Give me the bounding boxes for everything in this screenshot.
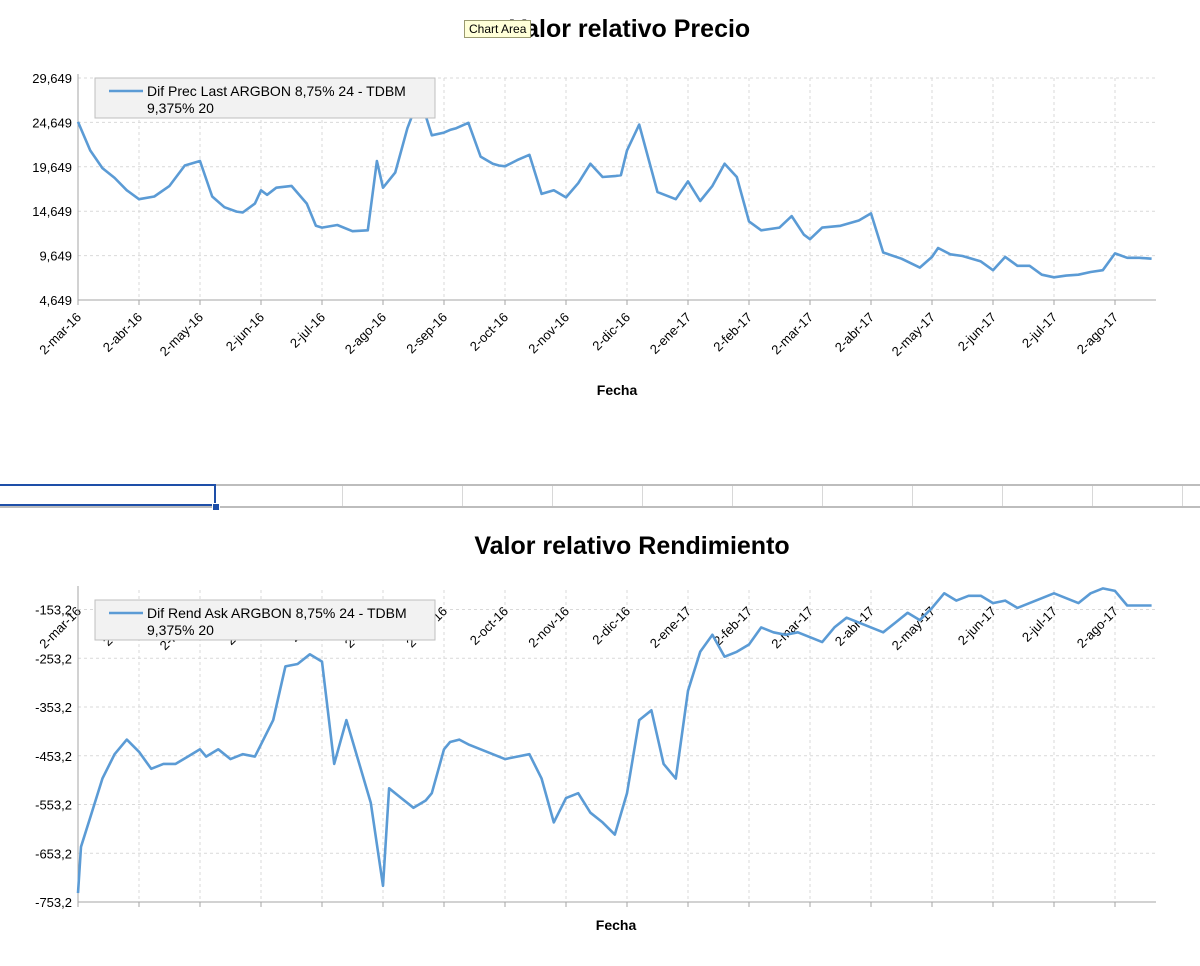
y-tick-label: -753,2 bbox=[35, 895, 72, 910]
sheet-cell-border bbox=[732, 486, 733, 506]
sheet-cell-border bbox=[642, 486, 643, 506]
y-tick-label: 24,649 bbox=[32, 115, 72, 130]
legend-box bbox=[94, 77, 436, 119]
legend[interactable]: Dif Rend Ask ARGBON 8,75% 24 - TDBM9,375… bbox=[94, 599, 436, 641]
x-axis-title: Fecha bbox=[597, 382, 638, 398]
sheet-cell-border bbox=[822, 486, 823, 506]
spreadsheet-row-separator bbox=[0, 484, 1200, 511]
sheet-cell-border bbox=[912, 486, 913, 506]
legend-entry-line1: Dif Rend Ask ARGBON 8,75% 24 - TDBM bbox=[147, 605, 407, 621]
precio-series-line[interactable] bbox=[76, 94, 1152, 279]
x-tick-label: 2-oct-16 bbox=[467, 604, 511, 648]
chart-area-tooltip: Chart Area bbox=[464, 20, 532, 38]
x-tick-label: 2-jul-16 bbox=[287, 310, 328, 351]
y-tick-label: -253,2 bbox=[35, 651, 72, 666]
y-tick-label: -353,2 bbox=[35, 700, 72, 715]
x-tick-label: 2-sep-16 bbox=[403, 310, 450, 357]
x-tick-label: 2-abr-17 bbox=[832, 310, 877, 355]
rendimiento-series-line[interactable] bbox=[76, 587, 1152, 894]
y-tick-label: 29,649 bbox=[32, 71, 72, 86]
x-tick-label: 2-nov-16 bbox=[525, 604, 572, 651]
y-tick-label: 4,649 bbox=[39, 293, 72, 308]
x-tick-label: 2-ene-17 bbox=[647, 310, 694, 357]
sheet-cell-border bbox=[342, 486, 343, 506]
sheet-cell-border bbox=[1092, 486, 1093, 506]
legend-entry-line1: Dif Prec Last ARGBON 8,75% 24 - TDBM bbox=[147, 83, 406, 99]
x-tick-label: 2-may-16 bbox=[157, 310, 206, 359]
x-tick-label: 2-mar-16 bbox=[36, 310, 84, 358]
x-tick-label: 2-may-17 bbox=[889, 310, 938, 359]
y-tick-label: -453,2 bbox=[35, 749, 72, 764]
x-tick-label: 2-jun-17 bbox=[955, 310, 999, 354]
rendimiento-chart[interactable]: Valor relativo Rendimiento -153,2 -253,2 -3… bbox=[0, 512, 1200, 966]
precio-chart[interactable]: Valor relativo Precio 29,649 24,649 19,649 1… bbox=[0, 0, 1200, 480]
x-tick-label: 2-jun-17 bbox=[955, 604, 999, 648]
y-tick-label: -653,2 bbox=[35, 846, 72, 861]
x-tick-label: 2-feb-17 bbox=[710, 310, 755, 355]
selected-cell[interactable] bbox=[0, 484, 216, 506]
fill-handle[interactable] bbox=[212, 503, 220, 511]
x-axis-title: Fecha bbox=[596, 917, 637, 933]
x-tick-label: 2-mar-17 bbox=[768, 310, 816, 358]
x-tick-label: 2-jul-17 bbox=[1019, 310, 1060, 351]
chart-title: Valor relativo Rendimiento bbox=[474, 532, 789, 560]
x-tick-label: 2-oct-16 bbox=[467, 310, 511, 354]
x-tick-label: 2-ago-17 bbox=[1074, 604, 1121, 651]
x-tick-label: 2-ago-16 bbox=[342, 310, 389, 357]
x-tick-label: 2-ene-17 bbox=[647, 604, 694, 651]
y-tick-label: -553,2 bbox=[35, 798, 72, 813]
sheet-cell-border bbox=[1002, 486, 1003, 506]
legend-box bbox=[94, 599, 436, 641]
legend-entry-line2: 9,375% 20 bbox=[147, 622, 214, 638]
y-tick-label: 19,649 bbox=[32, 160, 72, 175]
x-tick-label: 2-dic-16 bbox=[589, 310, 633, 354]
y-tick-label: 9,649 bbox=[39, 249, 72, 264]
x-tick-label: 2-ago-17 bbox=[1074, 310, 1121, 357]
sheet-cell-border bbox=[552, 486, 553, 506]
legend[interactable]: Dif Prec Last ARGBON 8,75% 24 - TDBM9,37… bbox=[94, 77, 436, 119]
x-tick-label: 2-mar-17 bbox=[768, 604, 816, 652]
x-tick-label: 2-nov-16 bbox=[525, 310, 572, 357]
x-tick-label: 2-abr-16 bbox=[100, 310, 145, 355]
sheet-cell-border bbox=[462, 486, 463, 506]
sheet-cell-border bbox=[1182, 486, 1183, 506]
chart-title: Valor relativo Precio bbox=[510, 15, 750, 43]
x-tick-label: 2-jun-16 bbox=[223, 310, 267, 354]
y-tick-label: -153,2 bbox=[35, 603, 72, 618]
y-tick-label: 14,649 bbox=[32, 204, 72, 219]
legend-entry-line2: 9,375% 20 bbox=[147, 100, 214, 116]
